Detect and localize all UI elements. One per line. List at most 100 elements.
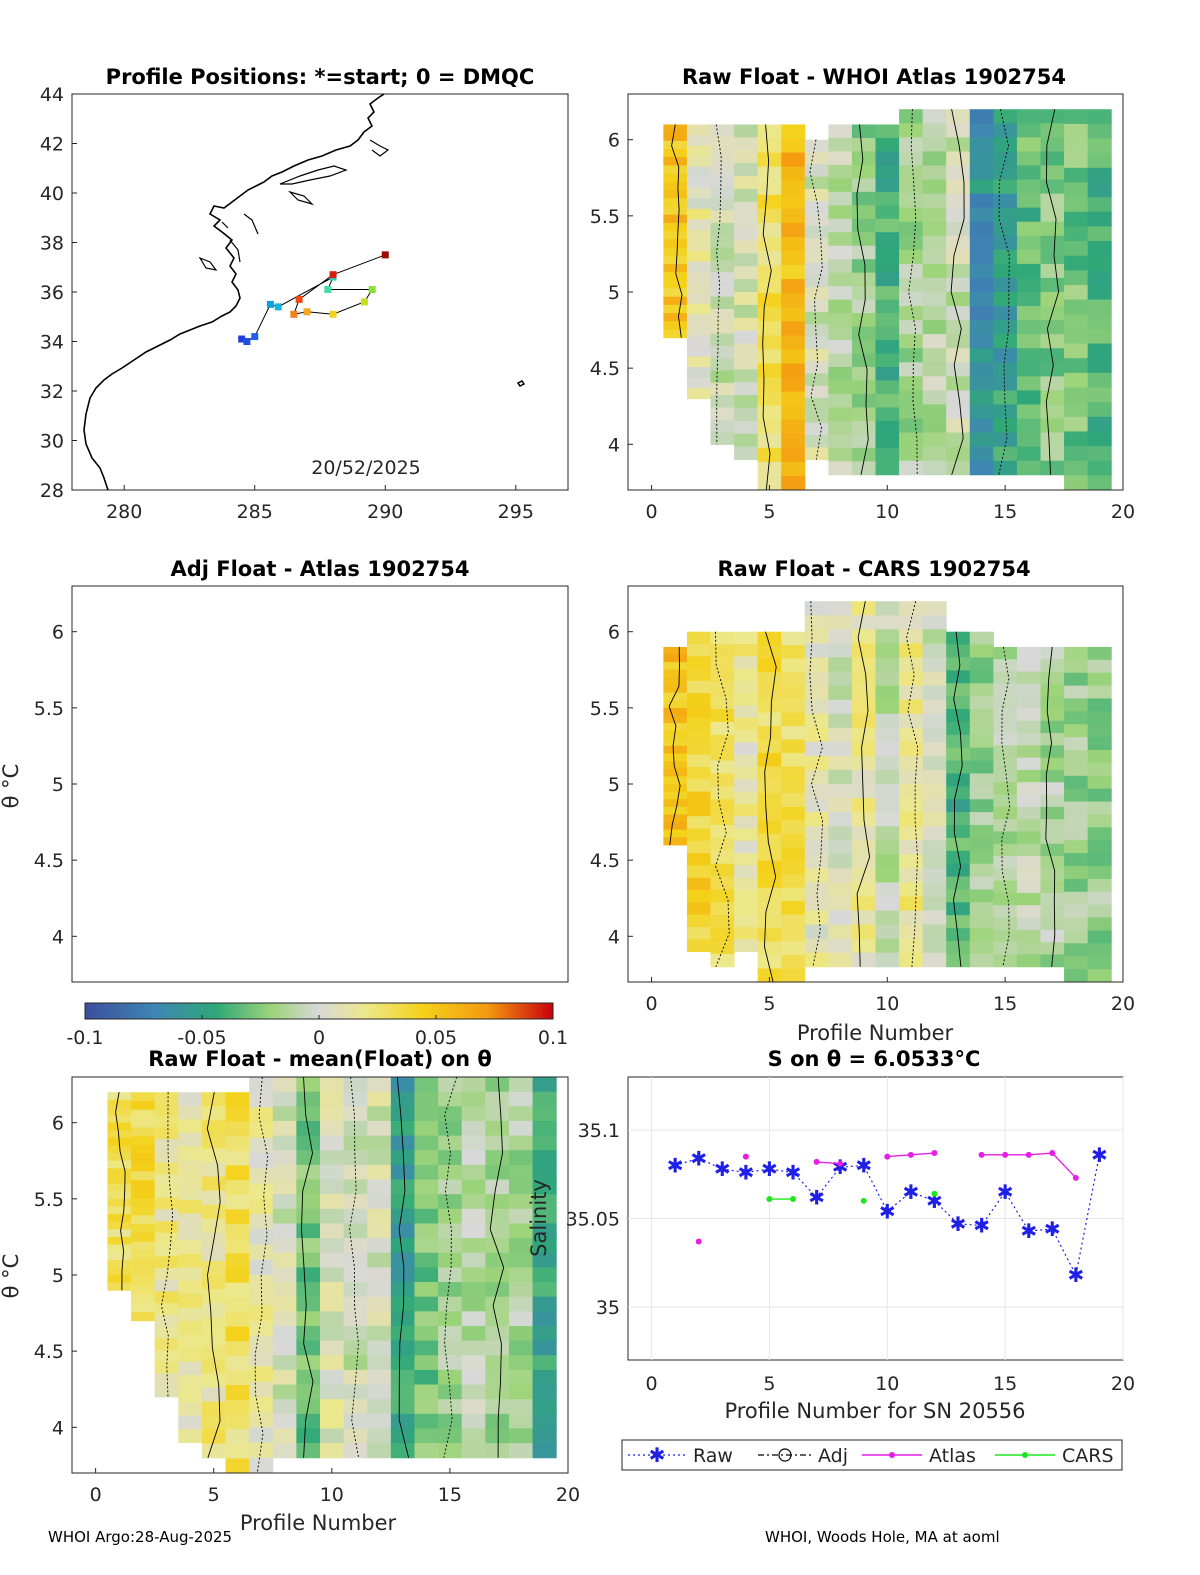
raw-mean-cell	[178, 1105, 203, 1120]
raw-cars-cell	[993, 917, 1018, 931]
raw-atlas-xtick-label: 15	[993, 501, 1017, 523]
raw-atlas-cell	[1040, 193, 1065, 209]
raw-mean-cell	[438, 1252, 463, 1268]
raw-cars-cell	[804, 657, 829, 673]
raw-atlas-cell	[851, 151, 876, 166]
raw-atlas-cell	[1016, 460, 1041, 476]
raw-atlas-cell	[1040, 348, 1065, 363]
raw-mean-cell	[461, 1150, 486, 1166]
raw-atlas-cell	[851, 191, 876, 206]
raw-atlas-cell	[1016, 123, 1041, 138]
raw-atlas-cell	[757, 194, 782, 210]
raw-cars-cell	[663, 707, 688, 716]
raw-atlas-cell	[1064, 343, 1089, 359]
raw-cars-contour	[953, 631, 963, 967]
raw-atlas-cell	[734, 433, 759, 448]
raw-cars-cell	[969, 799, 994, 813]
map-panel: Profile Positions: *=start; 0 = DMQC 20/…	[71, 65, 569, 491]
raw-atlas-cell	[922, 334, 947, 349]
raw-cars-cell	[1064, 891, 1089, 906]
raw-cars-cell	[828, 699, 853, 715]
raw-atlas-cell	[993, 179, 1018, 195]
raw-mean-cell	[131, 1144, 156, 1155]
raw-atlas-cell	[757, 250, 782, 266]
raw-atlas-cell	[993, 320, 1018, 335]
raw-cars-cell	[686, 828, 711, 842]
raw-atlas-contour	[671, 124, 683, 338]
raw-mean-cell	[343, 1208, 368, 1224]
raw-cars-cell	[1040, 806, 1065, 820]
raw-mean-cell	[508, 1120, 534, 1137]
map-xtick-label: 280	[106, 501, 142, 523]
raw-mean-cell	[461, 1282, 486, 1298]
atlas-series-segment	[887, 1154, 911, 1158]
raw-mean-xtick-label: 15	[438, 1484, 462, 1506]
raw-atlas-cell	[946, 292, 971, 307]
raw-mean-cell	[201, 1429, 227, 1445]
raw-cars-cell	[663, 753, 688, 762]
raw-atlas-cell	[686, 124, 711, 136]
raw-cars-cell	[899, 896, 924, 912]
raw-atlas-cell	[734, 369, 759, 383]
raw-mean-cell	[508, 1150, 534, 1166]
raw-mean-cell	[532, 1267, 557, 1283]
raw-cars-cell	[969, 928, 994, 942]
raw-atlas-cell	[969, 193, 994, 209]
raw-mean-cell	[485, 1135, 510, 1151]
raw-atlas-cell	[734, 201, 759, 216]
raw-cars-cell	[922, 826, 947, 841]
raw-cars-cell	[993, 880, 1018, 894]
raw-cars-cell	[851, 713, 876, 729]
raw-cars-cell	[899, 952, 924, 968]
raw-atlas-cell	[804, 213, 829, 227]
raw-atlas-ytick-label: 6	[608, 130, 620, 152]
raw-mean-cell	[532, 1428, 557, 1444]
raw-atlas-cell	[781, 222, 806, 238]
raw-mean-cell	[320, 1150, 345, 1166]
raw-mean-cell	[201, 1148, 227, 1164]
raw-mean-cell	[249, 1290, 274, 1306]
raw-cars-cell	[781, 699, 806, 714]
raw-atlas-cell	[969, 123, 994, 138]
raw-cars-cell	[969, 644, 994, 658]
raw-mean-cell	[131, 1171, 156, 1181]
raw-mean-cell	[107, 1099, 132, 1108]
raw-atlas-cell	[922, 165, 947, 181]
raw-atlas-cell	[899, 432, 924, 448]
raw-atlas-cell	[1040, 221, 1065, 237]
raw-atlas-cell	[1016, 151, 1041, 166]
raw-mean-cell	[131, 1180, 156, 1190]
raw-mean-cell	[508, 1428, 534, 1444]
raw-mean-cell	[154, 1150, 179, 1164]
raw-mean-cell	[414, 1267, 439, 1283]
raw-cars-cell	[663, 814, 688, 823]
salinity-xtick-label: 10	[875, 1373, 899, 1395]
raw-atlas-cell	[663, 296, 688, 306]
raw-atlas-cell	[804, 151, 829, 165]
raw-cars-cell	[922, 615, 947, 630]
raw-atlas-cell	[757, 391, 782, 407]
raw-atlas-cell	[804, 250, 829, 264]
raw-mean-cell	[154, 1127, 179, 1140]
raw-atlas-contour	[1045, 109, 1060, 475]
raw-mean-cell	[508, 1223, 534, 1239]
raw-cars-cell	[734, 656, 759, 670]
raw-mean-cell	[131, 1224, 156, 1234]
raw-cars-cell	[781, 874, 806, 889]
atlas-point	[884, 1153, 891, 1160]
raw-mean-cell	[485, 1413, 510, 1429]
raw-mean-cell	[485, 1384, 510, 1400]
raw-cars-cell	[734, 902, 759, 916]
raw-cars-cell	[1087, 956, 1112, 970]
raw-mean-cell	[201, 1246, 227, 1262]
raw-cars-cell	[922, 601, 947, 616]
raw-atlas-cell	[757, 335, 782, 350]
raw-mean-cell	[367, 1238, 392, 1254]
raw-cars-cell	[804, 896, 829, 912]
raw-mean-cell	[225, 1194, 250, 1210]
raw-atlas-cell	[1016, 292, 1041, 307]
raw-atlas-cell	[781, 152, 806, 168]
raw-atlas-contour	[950, 109, 965, 475]
raw-atlas-cell	[1064, 416, 1089, 432]
raw-atlas-cell	[1064, 372, 1089, 388]
